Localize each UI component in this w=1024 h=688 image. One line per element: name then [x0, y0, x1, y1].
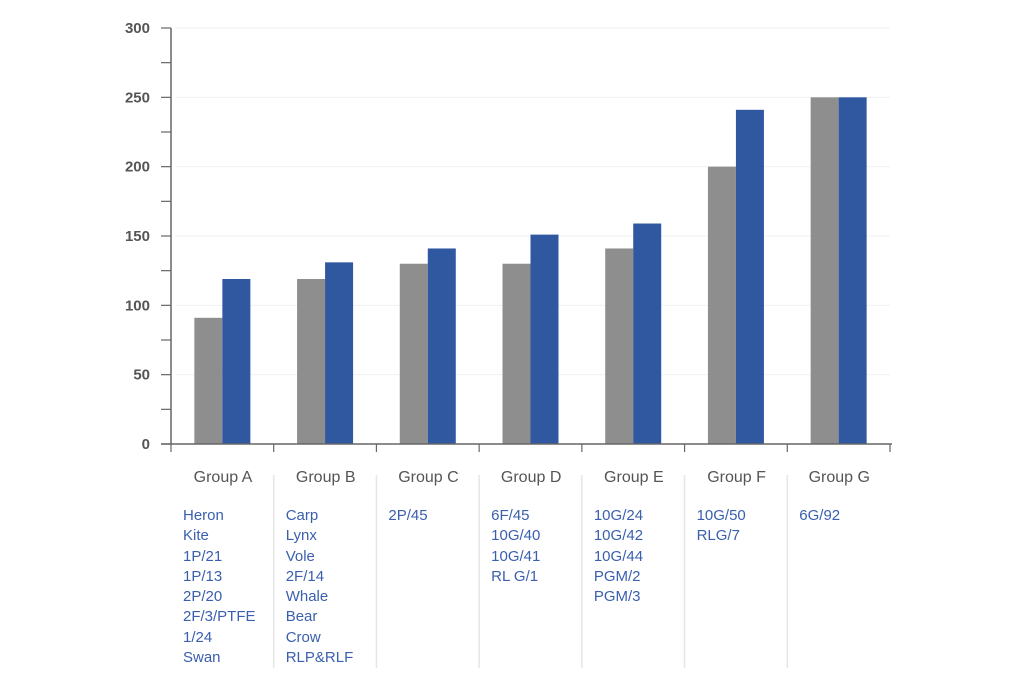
group-item-label: 1/24	[183, 628, 213, 646]
group-item-label: 10G/44	[593, 547, 644, 565]
group-item-label: PGM/3	[593, 588, 641, 606]
x-tick-label: Group A	[193, 469, 253, 486]
group-item-label: Crow	[285, 628, 321, 646]
group-column: Group B Carp Lynx Vole 2F/14 Whale Bear Crow RLP…	[274, 466, 378, 668]
group-item-label: Kite	[183, 527, 209, 545]
bar-series-2-group-e	[633, 223, 662, 444]
group-item-label: Bear	[285, 608, 318, 626]
x-tick-label: Group B	[295, 469, 356, 486]
group-item-label: 10G/41	[491, 547, 541, 565]
bar-series-2-group-g	[838, 97, 867, 444]
y-tick-label: 300	[125, 20, 150, 37]
x-tick-label: Group G	[808, 469, 870, 486]
bar-series-2-group-c	[427, 248, 456, 444]
group-item-label: 2P/45	[388, 507, 428, 524]
group-column: Group D 6F/45 10G/40 10G/41 RL G/1	[479, 466, 583, 587]
x-tick-label: Group F	[707, 469, 766, 486]
bar-series-2-group-a	[222, 278, 251, 444]
group-column: Group F 10G/50 RLG/7	[685, 466, 789, 547]
bar-series-2-group-d	[530, 234, 559, 444]
group-item-label: 10G/40	[491, 527, 541, 545]
bar-series-1-group-b	[297, 278, 326, 444]
group-column: Group G 6G/92	[787, 466, 891, 526]
group-item-label: 2P/20	[183, 588, 223, 606]
group-column: Group E 10G/24 10G/42 10G/44 PGM/2 PGM/3	[582, 466, 686, 607]
group-item-label: RLP&RLF	[285, 649, 354, 667]
y-tick-label: 150	[125, 228, 150, 245]
x-tick-label: Group E	[604, 469, 664, 486]
group-item-label: Swan	[183, 649, 221, 667]
bar-series-2-group-b	[325, 262, 354, 444]
group-item-label: 6G/92	[799, 507, 841, 524]
group-item-label: 1P/13	[183, 567, 223, 585]
group-item-label: 1P/21	[183, 547, 223, 565]
group-item-label: Whale	[285, 588, 329, 606]
group-item-label: 2F/14	[285, 567, 325, 585]
group-item-label: 6F/45	[491, 507, 530, 524]
y-tick-label: 250	[125, 89, 150, 106]
group-item-label: RLG/7	[696, 527, 740, 545]
bar-series-1-group-g	[810, 97, 839, 444]
group-item-label: 2F/3/PTFE	[183, 608, 256, 626]
bar-series-1-group-a	[194, 317, 223, 444]
y-tick-label: 100	[125, 297, 150, 314]
group-item-label: PGM/2	[593, 567, 641, 585]
group-column: Group A Heron Kite 1P/21 1P/13 2P/20 2F/3/PTFE…	[171, 466, 275, 668]
group-item-label: 10G/42	[593, 527, 644, 545]
group-item-label: 10G/24	[593, 507, 644, 524]
group-item-label: Carp	[285, 507, 319, 524]
group-item-label: Heron	[183, 507, 224, 524]
y-tick-label: 50	[133, 367, 150, 384]
group-item-label: RL G/1	[491, 567, 539, 585]
x-tick-label: Group D	[500, 469, 562, 486]
group-item-label: Vole	[285, 547, 315, 565]
group-item-label: 10G/50	[696, 507, 746, 524]
bar-series-1-group-d	[502, 263, 531, 444]
bar-series-2-group-f	[735, 109, 764, 445]
x-tick-label: Group C	[398, 469, 459, 486]
y-tick-label: 0	[142, 436, 150, 453]
group-item-label: Lynx	[285, 527, 317, 545]
bar-series-1-group-e	[605, 248, 634, 444]
bar-series-1-group-c	[399, 263, 428, 444]
bar-series-1-group-f	[707, 166, 736, 444]
y-tick-label: 200	[125, 159, 150, 176]
group-column: Group C 2P/45	[376, 466, 480, 526]
